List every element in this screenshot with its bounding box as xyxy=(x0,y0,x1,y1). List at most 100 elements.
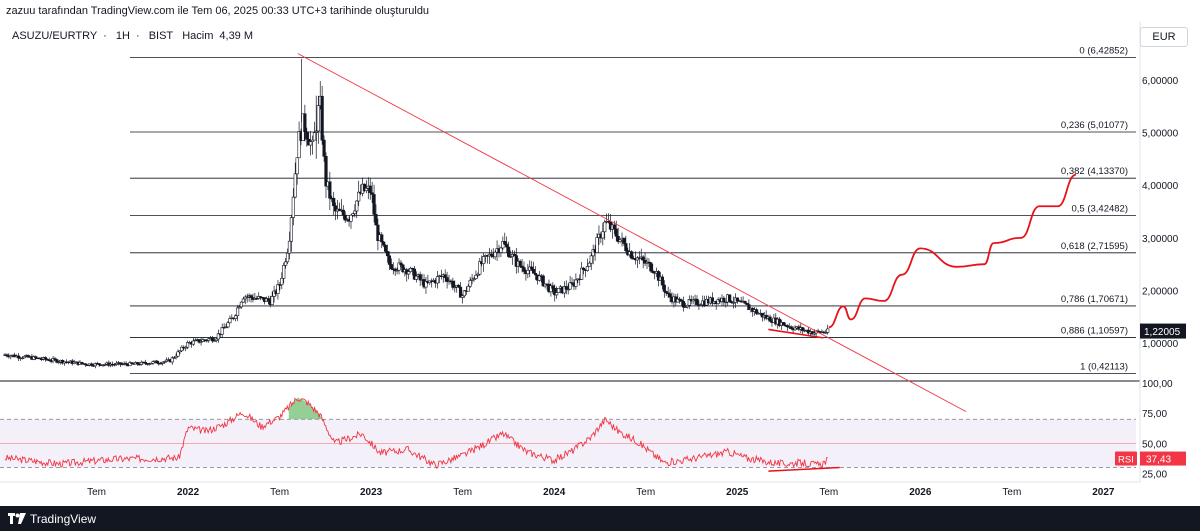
candle-body xyxy=(287,240,292,254)
candle-body xyxy=(34,356,38,359)
candle-body xyxy=(353,210,357,214)
fib-level-label: 0,5 (3,42482) xyxy=(1071,203,1128,214)
candle-body xyxy=(678,298,682,301)
candle-body xyxy=(789,326,793,329)
candle-body xyxy=(285,252,290,263)
candle-body xyxy=(635,257,639,261)
candle-body xyxy=(276,284,280,294)
candle-body xyxy=(139,361,144,365)
candle-body xyxy=(184,346,188,349)
candle-body xyxy=(309,141,313,146)
candle-body xyxy=(84,363,88,366)
candle-body xyxy=(136,362,140,365)
candle-body xyxy=(397,262,401,271)
candle-body xyxy=(176,351,180,357)
rsi-pane: 100,00 75,00 50,00 25,00 RSI 37,43 xyxy=(0,379,1186,481)
candle-body xyxy=(668,293,672,298)
candle-body xyxy=(501,241,505,249)
fib-level-label: 0 (6,42852) xyxy=(1079,45,1128,56)
candle-body xyxy=(468,280,472,287)
candle-body xyxy=(216,333,220,340)
time-tick-label: Tem xyxy=(636,487,655,498)
rsi-overbought-fill xyxy=(288,397,331,420)
candle-body xyxy=(445,277,449,282)
descending-trendline xyxy=(297,53,967,412)
candle-body xyxy=(566,288,570,291)
candle-body xyxy=(662,284,666,292)
candle-body xyxy=(581,267,586,270)
candle-body xyxy=(618,239,622,242)
candle-body xyxy=(197,339,201,343)
candle-body xyxy=(649,262,653,272)
candle-body xyxy=(537,275,541,281)
candle-body xyxy=(793,327,797,331)
fib-level-label: 0,618 (2,71595) xyxy=(1061,241,1128,252)
candle-body xyxy=(334,205,338,212)
time-tick-label: Tem xyxy=(1002,487,1021,498)
candle-body xyxy=(16,355,21,359)
candle-body xyxy=(747,304,751,311)
price-axis: 6,00000 5,00000 4,00000 3,00000 2,00000 1,000… xyxy=(1140,76,1186,350)
candle-body xyxy=(728,294,732,302)
candle-body xyxy=(293,173,297,198)
candle-body xyxy=(103,364,107,366)
rsi-name-tag xyxy=(1115,451,1137,466)
chart-canvas[interactable]: 0 (6,42852) 0,236 (5,01077) 0,382 (4,13370… xyxy=(0,0,1200,506)
candle-body xyxy=(97,363,101,365)
candle-body xyxy=(239,301,244,308)
candle-body xyxy=(418,274,422,281)
candle-body xyxy=(162,361,167,363)
symbol-separator: · xyxy=(103,30,107,42)
time-axis: Tem 2022 Tem 2023 Tem 2024 Tem 2025 Tem 2026 Tem 20… xyxy=(87,487,1115,498)
time-tick-label: 2023 xyxy=(360,487,383,498)
candle-body xyxy=(312,132,317,141)
time-tick-label: 2022 xyxy=(177,487,200,498)
candle-body xyxy=(826,328,830,333)
candle-body xyxy=(801,327,805,331)
candle-body xyxy=(493,251,497,258)
candle-body xyxy=(676,298,680,303)
candle-body xyxy=(282,265,286,279)
symbol-name[interactable]: ASUZU/EURTRY xyxy=(12,30,98,42)
rsi-support-line xyxy=(768,466,840,472)
candle-body xyxy=(549,285,553,293)
price-tick-label: 3,00000 xyxy=(1142,234,1179,245)
candle-body xyxy=(685,304,689,308)
candle-body xyxy=(324,156,328,187)
candle-body xyxy=(681,301,686,308)
candle-body xyxy=(656,271,661,281)
price-tick-label: 4,00000 xyxy=(1142,181,1179,192)
last-price-tag xyxy=(1140,323,1186,339)
candle-body xyxy=(443,274,447,278)
candle-body xyxy=(451,280,455,288)
candle-body xyxy=(458,286,463,298)
candle-body xyxy=(606,221,611,223)
footer-bar: TradingView xyxy=(0,506,1200,531)
tradingview-logo-icon[interactable] xyxy=(8,513,26,524)
candle-body xyxy=(482,256,486,265)
candle-body xyxy=(266,298,270,301)
snapshot-caption: zazuu tarafından TradingView.com ile Tem… xyxy=(6,5,430,17)
candle-body xyxy=(295,157,299,175)
candle-body xyxy=(651,270,655,273)
candle-body xyxy=(499,247,503,253)
candle-body xyxy=(389,264,393,270)
candle-body xyxy=(149,362,153,365)
candle-body xyxy=(612,224,616,230)
interval-label[interactable]: 1H xyxy=(115,30,130,42)
candle-body xyxy=(128,362,132,366)
candle-body xyxy=(410,267,415,270)
candle-body xyxy=(368,185,372,194)
candle-body xyxy=(710,297,714,304)
exchange-label: BIST xyxy=(148,30,174,42)
candle-body xyxy=(466,285,470,292)
candle-body xyxy=(695,298,699,305)
candle-body xyxy=(785,325,789,328)
candle-body xyxy=(660,276,664,286)
candle-body xyxy=(355,200,359,212)
candle-body xyxy=(161,361,165,364)
candle-body xyxy=(395,269,399,272)
candle-body xyxy=(226,322,230,328)
fib-level-label: 0,886 (1,10597) xyxy=(1061,326,1128,337)
candle-body xyxy=(531,269,536,274)
